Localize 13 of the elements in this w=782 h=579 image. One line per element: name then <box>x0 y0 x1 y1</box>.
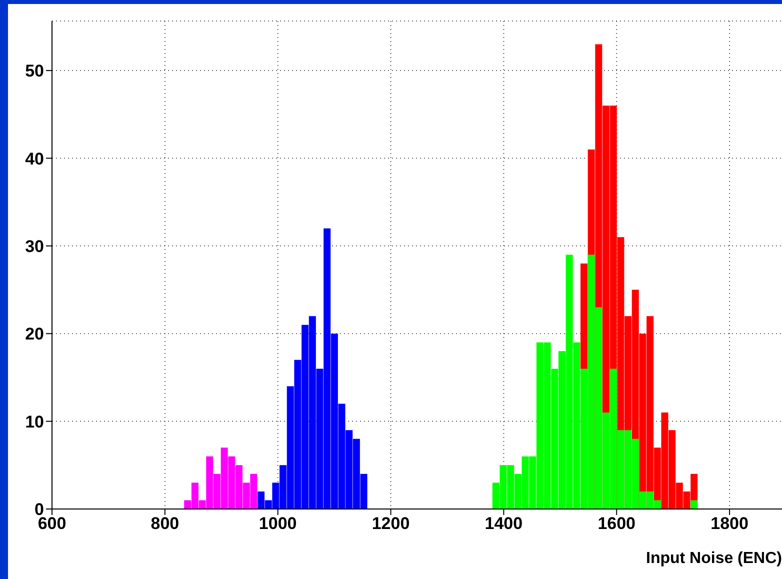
y-tick-label: 20 <box>25 324 44 344</box>
x-tick-label: 600 <box>38 514 66 534</box>
y-tick-label: 40 <box>25 149 44 168</box>
x-axis-title: Input Noise (ENC) <box>646 550 782 567</box>
y-tick-label: 10 <box>25 412 44 432</box>
y-tick-label: 30 <box>25 236 44 256</box>
y-tick-label: 50 <box>25 62 44 81</box>
x-tick-label: 800 <box>150 514 180 534</box>
x-tick-label: 1200 <box>372 514 410 534</box>
x-tick-label: 1600 <box>598 514 636 534</box>
x-tick-label: 1800 <box>710 514 748 534</box>
x-tick-label: 1400 <box>484 514 523 534</box>
x-tick-label: 1000 <box>258 514 297 534</box>
